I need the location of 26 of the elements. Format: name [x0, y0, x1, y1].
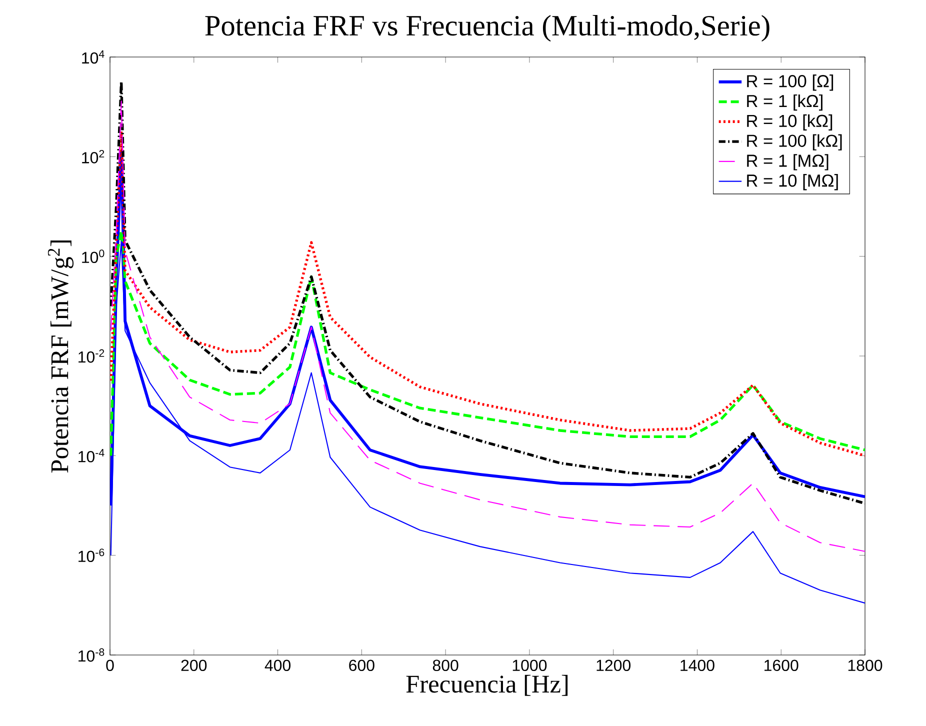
- x-tick-label: 200: [181, 660, 207, 672]
- x-tick-label: 600: [349, 660, 374, 672]
- y-tick-label: 10$^{4}$: [82, 50, 104, 64]
- x-tick-label: 1600: [764, 660, 798, 672]
- y-tick-label: 10$^{-2}$: [78, 349, 104, 363]
- x-tick-label: 1400: [680, 660, 714, 672]
- y-tick-label: 10$^{0}$: [82, 250, 104, 264]
- x-tick-label: 400: [264, 660, 291, 672]
- x-tick-label: 1200: [596, 660, 631, 672]
- legend-label: R = 100 [Ω]: [747, 74, 834, 91]
- chart-title: Potencia FRF vs Frecuencia (Multi-modo,Serie): [205, 15, 770, 42]
- x-tick-label: 0: [106, 660, 114, 672]
- y-tick-label: 10$^{2}$: [82, 150, 104, 164]
- legend-label: R = 1 [MΩ]: [747, 154, 828, 170]
- legend-label: R = 10 [kΩ]: [747, 114, 832, 131]
- y-tick-label: 10$^{-4}$: [78, 449, 104, 462]
- legend-label: R = 1 [kΩ]: [747, 94, 822, 111]
- x-axis-title: Frecuencia [Hz]: [406, 674, 568, 696]
- y-tick-label: 10$^{-8}$: [78, 648, 104, 662]
- x-tick-label: 1800: [848, 660, 882, 672]
- x-tick-label: 800: [432, 660, 458, 672]
- y-tick-label: 10$^{-6}$: [78, 548, 104, 562]
- legend-label: R = 100 [kΩ]: [747, 134, 842, 150]
- x-tick-label: 1000: [512, 660, 547, 672]
- y-axis-title: Potencia FRF [mW/g$^{2}$]: [48, 240, 74, 473]
- legend-label: R = 10 [MΩ]: [747, 174, 838, 190]
